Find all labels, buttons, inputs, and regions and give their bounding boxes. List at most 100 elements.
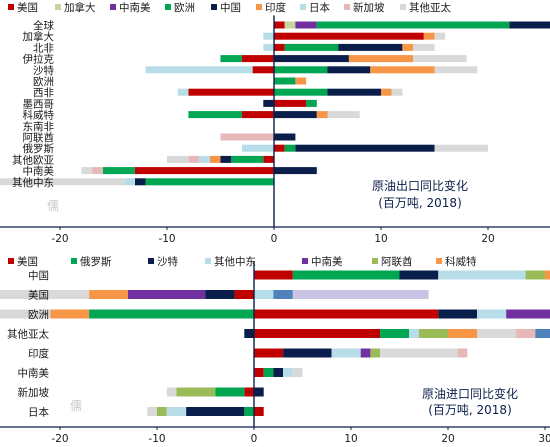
bar-segment	[188, 88, 274, 96]
bar-segment	[477, 329, 516, 338]
legend-label: 中国	[220, 1, 241, 14]
bar-segment	[448, 329, 478, 338]
bar-segment	[283, 368, 293, 377]
bar-segment	[273, 290, 293, 299]
legend-label: 科威特	[445, 255, 477, 268]
category-label: 全球	[33, 19, 54, 32]
export-x-axis: -40-30-20-1001020304050	[0, 15, 550, 245]
category-label: 其他中东	[12, 176, 54, 189]
bar-segment	[274, 55, 349, 63]
bar-segment	[274, 99, 307, 107]
bar-segment	[241, 111, 274, 119]
bar-segment	[292, 368, 303, 377]
legend-swatch	[55, 4, 61, 10]
bar-segment	[145, 66, 253, 74]
legend-swatch	[8, 258, 14, 264]
bar-segment	[177, 88, 189, 96]
legend-label: 印度	[265, 1, 286, 14]
bar-segment	[244, 407, 254, 416]
category-label: 日本	[28, 406, 49, 419]
x-tick-label: 0	[271, 233, 278, 245]
category-label: 伊拉克	[23, 53, 55, 66]
legend-label: 新加坡	[353, 1, 385, 14]
export-panel: 美国 加拿大 中南美 欧洲 中国 印度 日本 新加坡 其他亚太 全球加拿大北非伊拉克沙特欧洲西非…	[0, 1, 550, 245]
category-label: 俄罗斯	[23, 142, 55, 155]
bar-segment	[89, 290, 128, 299]
bar-segment	[254, 270, 293, 280]
bar-segment	[147, 407, 157, 416]
bar-segment	[316, 21, 510, 29]
bar-segment	[274, 21, 285, 29]
bar-segment	[370, 66, 435, 74]
bar-segment	[418, 329, 448, 338]
bar-segment	[81, 167, 93, 175]
bar-segment	[186, 407, 245, 416]
x-tick-label: 10	[374, 233, 387, 245]
category-label: 科威特	[23, 109, 55, 122]
legend-label: 其他中东	[214, 255, 256, 268]
bar-segment	[338, 43, 403, 51]
bar-segment	[306, 99, 317, 107]
watermark-logo: 儒	[47, 199, 59, 213]
legend-label: 其他亚太	[409, 1, 451, 14]
category-label: 其他欧亚	[12, 153, 54, 166]
bar-segment	[274, 88, 328, 96]
legend-label: 中南美	[311, 255, 343, 268]
x-tick-label: 20	[481, 233, 494, 245]
legend-label: 沙特	[157, 256, 178, 268]
bar-segment	[274, 111, 317, 119]
category-label: 阿联酋	[23, 131, 55, 144]
legend-swatch	[165, 4, 171, 10]
legend-swatch	[302, 258, 308, 264]
legend-swatch	[344, 4, 350, 10]
bar-segment	[0, 309, 51, 319]
bar-segment	[209, 155, 221, 163]
legend-label: 阿联酋	[381, 255, 413, 268]
bar-segment	[220, 155, 232, 163]
bar-segment	[241, 144, 274, 152]
import-chart-title: 原油进口同比变化	[422, 386, 518, 401]
bar-segment	[292, 290, 429, 299]
export-category-labels: 全球加拿大北非伊拉克沙特欧洲西非墨西哥科威特东南非阿联酋俄罗斯其他欧亚中南美其他…	[12, 19, 54, 189]
legend-label: 加拿大	[64, 1, 96, 14]
bar-segment	[220, 133, 274, 141]
bar-segment	[327, 88, 381, 96]
bar-segment	[254, 387, 264, 397]
bar-segment	[413, 55, 467, 63]
x-tick-label: -20	[51, 433, 68, 445]
import-panel: 美国 俄罗斯 沙特 其他中东 中南美 阿联酋 科威特 中国美国欧洲其他亚太印度中南美新加坡日…	[0, 255, 550, 445]
bar-segment	[284, 21, 296, 29]
bar-segment	[380, 329, 410, 338]
legend-swatch	[436, 258, 442, 264]
category-label: 西非	[33, 87, 54, 99]
bar-segment	[284, 43, 339, 51]
bar-segment	[50, 309, 90, 319]
bar-segment	[438, 270, 526, 280]
legend-swatch	[8, 4, 14, 10]
bar-segment	[199, 155, 210, 163]
legend-swatch	[205, 258, 211, 264]
legend-swatch	[372, 258, 378, 264]
bar-segment	[434, 32, 446, 40]
bar-segment	[254, 407, 264, 416]
bar-segment	[274, 43, 285, 51]
legend-label: 日本	[309, 1, 330, 14]
bar-segment	[231, 155, 264, 163]
bar-segment	[274, 167, 317, 175]
category-label: 印度	[28, 347, 49, 360]
bar-segment	[166, 407, 187, 416]
category-label: 中国	[28, 269, 49, 282]
bar-segment	[274, 144, 285, 152]
bar-segment	[134, 178, 146, 186]
bar-segment	[327, 111, 360, 119]
bar-segment	[188, 111, 242, 119]
bar-segment	[399, 270, 439, 280]
bar-segment	[423, 32, 435, 40]
bar-segment	[509, 21, 550, 29]
legend-swatch	[148, 258, 154, 264]
category-label: 北非	[33, 42, 54, 54]
category-label: 其他亚太	[7, 328, 49, 341]
bar-segment	[215, 387, 245, 397]
